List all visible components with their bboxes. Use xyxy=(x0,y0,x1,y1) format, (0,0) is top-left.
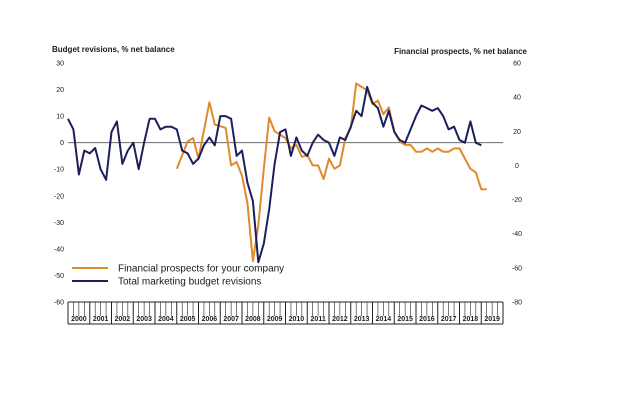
left-tick-label: 20 xyxy=(56,87,64,94)
left-tick-label: 0 xyxy=(60,140,64,147)
left-axis-ticks: 30 20 10 0 -10 -20 -30 -40 -50 -60 xyxy=(54,61,64,307)
year-label: 2005 xyxy=(180,316,196,323)
year-label: 2001 xyxy=(93,316,109,323)
right-tick-label: 20 xyxy=(513,129,521,136)
year-label: 2019 xyxy=(484,316,500,323)
series-line-0 xyxy=(175,82,487,262)
year-label: 2007 xyxy=(223,316,239,323)
left-axis-title: Budget revisions, % net balance xyxy=(52,45,175,54)
right-tick-label: 40 xyxy=(513,95,521,102)
year-label: 2011 xyxy=(311,316,326,323)
right-axis-title: Financial prospects, % net balance xyxy=(394,47,527,56)
legend: Financial prospects for your company Tota… xyxy=(72,264,284,288)
legend-label-0: Financial prospects for your company xyxy=(118,264,284,275)
series-layer xyxy=(67,82,487,264)
year-label: 2000 xyxy=(71,316,87,323)
left-tick-label: -10 xyxy=(54,167,64,174)
year-label: 2008 xyxy=(245,316,261,323)
right-tick-label: -80 xyxy=(512,300,522,307)
left-tick-label: -30 xyxy=(54,220,64,227)
right-tick-label: 60 xyxy=(513,61,521,68)
year-label: 2013 xyxy=(354,316,370,323)
left-tick-label: -20 xyxy=(54,193,64,200)
x-axis: 2000 2001 2002 2003 2004 2005 2006 2007 2008 2009… xyxy=(67,301,504,325)
year-label: 2012 xyxy=(332,316,348,323)
year-label: 2004 xyxy=(158,316,174,323)
right-axis-ticks: 60 40 20 0 -20 -40 -60 -80 xyxy=(512,61,522,307)
left-tick-label: -40 xyxy=(54,246,64,253)
right-tick-label: 0 xyxy=(515,163,519,170)
year-label: 2017 xyxy=(441,316,457,323)
year-label: 2015 xyxy=(397,316,413,323)
year-label: 2006 xyxy=(202,316,218,323)
legend-label-1: Total marketing budget revisions xyxy=(118,277,261,288)
left-tick-label: -50 xyxy=(54,273,64,280)
right-tick-label: -40 xyxy=(512,231,522,238)
right-tick-label: -60 xyxy=(512,265,522,272)
series-line-1 xyxy=(67,85,482,264)
left-tick-label: 10 xyxy=(56,114,64,121)
right-tick-label: -20 xyxy=(512,197,522,204)
left-tick-label: -60 xyxy=(54,300,64,307)
left-tick-label: 30 xyxy=(56,61,64,68)
year-label: 2002 xyxy=(115,316,131,323)
year-label: 2014 xyxy=(376,316,392,323)
year-label: 2018 xyxy=(463,316,479,323)
year-label: 2010 xyxy=(289,316,305,323)
year-label: 2003 xyxy=(136,316,152,323)
year-label: 2016 xyxy=(419,316,435,323)
year-label: 2009 xyxy=(267,316,283,323)
